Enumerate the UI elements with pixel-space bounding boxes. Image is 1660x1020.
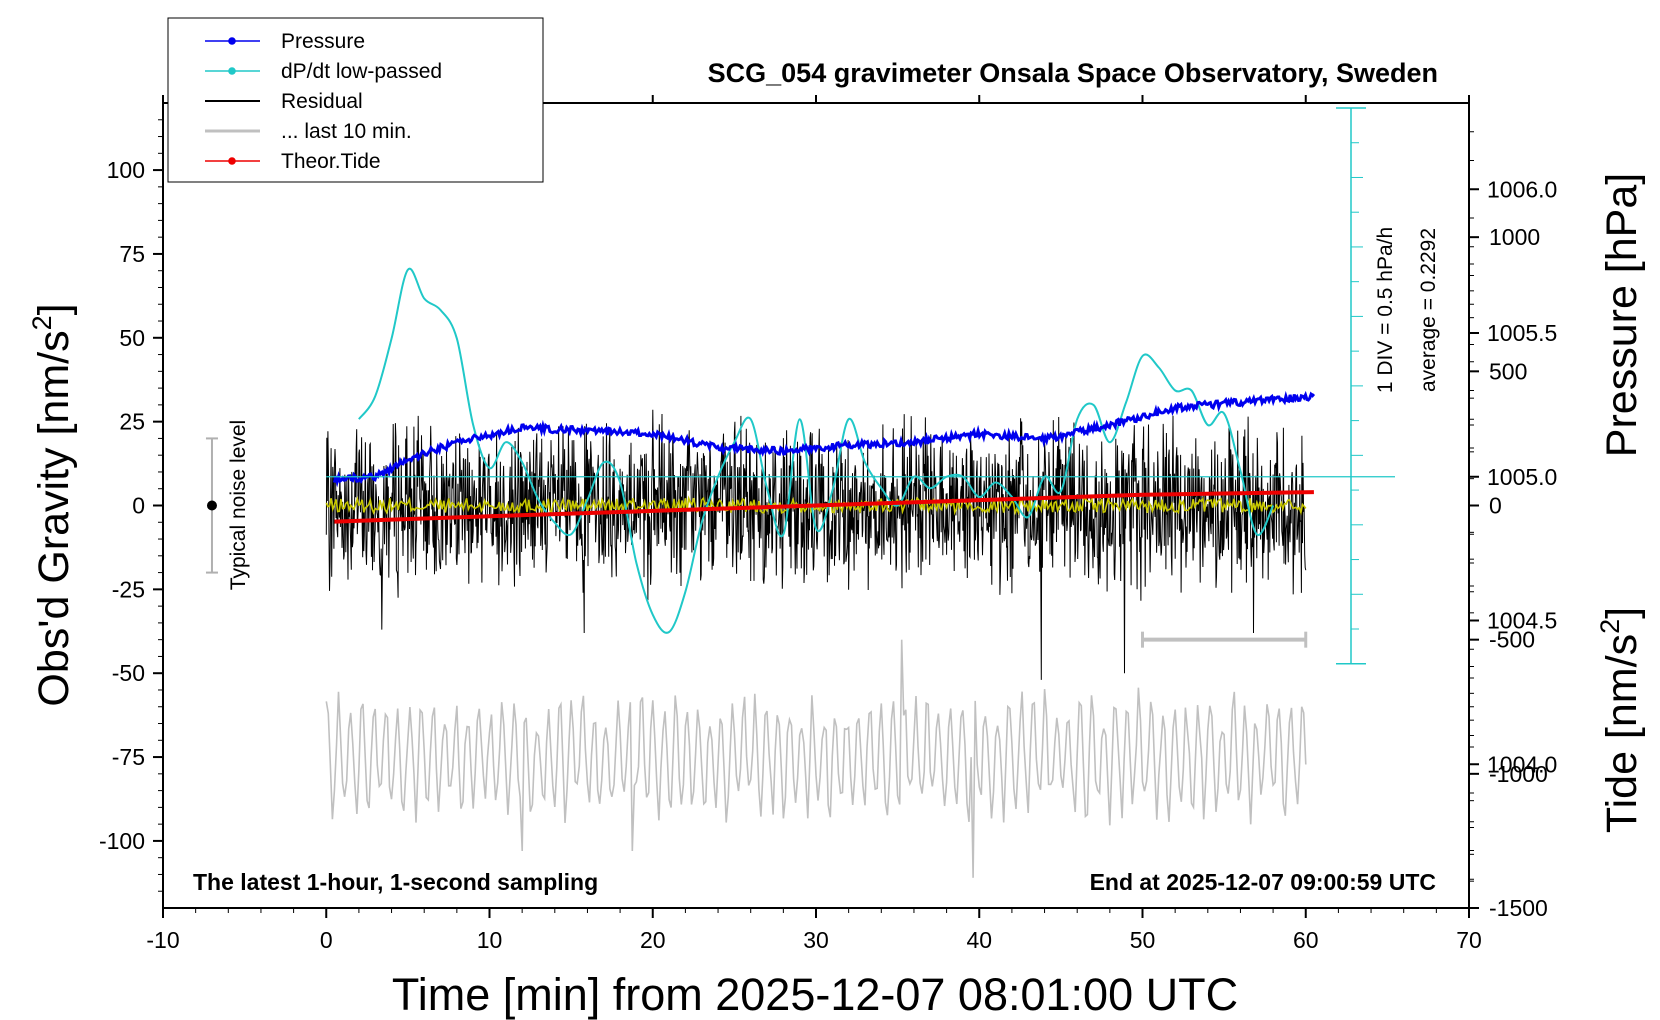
pressure-tick-label: 1004.5: [1487, 608, 1557, 634]
legend-marker-pressure: [228, 37, 236, 45]
dpdt-average-label: average = 0.2292: [1417, 228, 1440, 392]
pressure-series: [332, 390, 1316, 488]
x-axis-ticks: -10 0 10 20 30 40 50 60 70: [146, 95, 1482, 953]
legend-marker-tide: [228, 157, 236, 165]
gravity-tick-label: 75: [119, 241, 145, 267]
annotation-marks: [205, 107, 1395, 665]
pressure-tick-label: 1005.0: [1487, 464, 1557, 490]
x-tick-label: 60: [1293, 927, 1319, 953]
legend-marker-dpdt: [228, 67, 236, 75]
tide-series: [334, 490, 1314, 524]
gravity-tick-label: -75: [112, 744, 145, 770]
tide-line: [334, 490, 1314, 524]
pressure-axis-title: Pressure [hPa]: [1598, 173, 1646, 457]
gravity-tick-label: 25: [119, 409, 145, 435]
x-tick-label: 10: [477, 927, 503, 953]
annotation-sampling: The latest 1-hour, 1-second sampling: [193, 869, 598, 895]
last10-series: [325, 639, 1307, 878]
pressure-line: [332, 390, 1316, 488]
gravity-axis-title-close: ]: [30, 303, 78, 315]
residual-lowpass-series: [325, 495, 1307, 516]
pressure-axis-ticks: 1004.0 1004.5 1005.0 1005.5 1006.0: [1469, 131, 1557, 880]
annotation-end-time: End at 2025-12-07 09:00:59 UTC: [1090, 869, 1436, 895]
legend: Pressure dP/dt low-passed Residual ... l…: [167, 17, 544, 183]
gravity-tick-label: 0: [132, 493, 145, 519]
x-tick-label: 40: [966, 927, 992, 953]
gravity-tick-label: 100: [107, 157, 145, 183]
tide-axis-title: Tide [nm/s2]: [1595, 607, 1646, 833]
legend-label-residual: Residual: [281, 90, 363, 113]
gravity-tick-label: -100: [99, 828, 145, 854]
tide-axis-ticks: -1500 -1000 -500 0 500 1000: [1469, 224, 1548, 921]
tide-tick-label: -1500: [1489, 895, 1548, 921]
gravity-axis-title-sup: 2: [27, 315, 57, 330]
gravity-tick-label: 50: [119, 325, 145, 351]
gravity-tick-label: -50: [112, 660, 145, 686]
x-tick-label: -10: [146, 927, 179, 953]
gravity-tick-label: -25: [112, 576, 145, 602]
last10-line: [325, 639, 1307, 878]
dpdt-series: [358, 267, 1275, 634]
dpdt-line: [358, 267, 1275, 634]
legend-label-pressure: Pressure: [281, 30, 365, 53]
x-axis-title: Time [min] from 2025-12-07 08:01:00 UTC: [392, 969, 1238, 1020]
x-tick-label: 0: [320, 927, 333, 953]
x-tick-label: 30: [803, 927, 829, 953]
pressure-tick-label: 1005.5: [1487, 320, 1557, 346]
x-tick-label: 50: [1130, 927, 1156, 953]
x-tick-label: 20: [640, 927, 666, 953]
noise-bar-center: [206, 500, 217, 511]
dpdt-scale-label: 1 DIV = 0.5 hPa/h: [1374, 227, 1397, 393]
x-tick-label: 70: [1456, 927, 1482, 953]
tide-tick-label: 500: [1489, 358, 1527, 384]
gravity-axis-ticks: -100 -75 -50 -25 0 25 50 75 100: [99, 119, 163, 892]
chart-title: SCG_054 gravimeter Onsala Space Observat…: [708, 58, 1438, 88]
gravity-axis-title-main: Obs'd Gravity [nm/s: [30, 330, 78, 706]
tide-axis-title-close: ]: [1598, 607, 1646, 619]
tide-axis-title-sup: 2: [1595, 619, 1625, 634]
legend-label-tide: Theor.Tide: [281, 150, 381, 173]
residual-lowpass-line: [325, 495, 1307, 516]
tide-tick-label: 0: [1489, 493, 1502, 519]
pressure-tick-label: 1004.0: [1487, 751, 1557, 777]
tide-tick-label: -500: [1489, 627, 1535, 653]
pressure-tick-label: 1006.0: [1487, 176, 1557, 202]
tide-axis-title-main: Tide [nm/s: [1598, 634, 1646, 833]
legend-label-last10: ... last 10 min.: [281, 120, 412, 143]
noise-level-label: Typical noise level: [227, 420, 250, 590]
legend-label-dpdt: dP/dt low-passed: [281, 60, 442, 83]
gravity-axis-title: Obs'd Gravity [nm/s2]: [27, 303, 78, 706]
tide-tick-label: 1000: [1489, 224, 1540, 250]
tide-tick-label: -1000: [1489, 761, 1548, 787]
